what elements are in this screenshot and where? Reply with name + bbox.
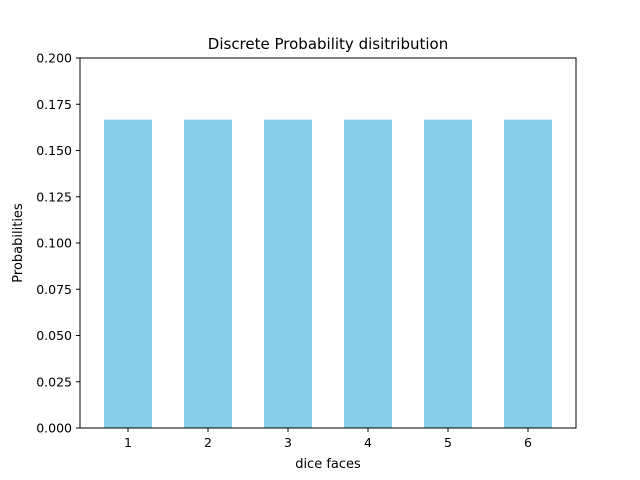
y-axis-ticks: 0.000 0.025 0.050 0.075 0.100 0.125 0.150 0.175… <box>36 51 80 436</box>
y-tick-label: 0.175 <box>36 97 72 112</box>
x-axis-ticks: 1 2 3 4 5 6 <box>124 428 532 450</box>
y-tick-label: 0.150 <box>36 143 72 158</box>
x-tick-label: 3 <box>284 435 292 450</box>
bar-2 <box>184 119 232 428</box>
y-tick-label: 0.100 <box>36 236 72 251</box>
chart-title: Discrete Probability disitribution <box>208 35 448 53</box>
x-tick-label: 6 <box>524 435 532 450</box>
bar-3 <box>264 119 312 428</box>
y-tick-label: 0.075 <box>36 282 72 297</box>
x-axis-label: dice faces <box>295 457 361 472</box>
bar-5 <box>424 119 472 428</box>
y-tick-label: 0.000 <box>36 421 72 436</box>
bar-4 <box>344 119 392 428</box>
bar-6 <box>504 119 552 428</box>
x-tick-label: 4 <box>364 435 372 450</box>
x-tick-label: 2 <box>204 435 212 450</box>
x-tick-label: 1 <box>124 435 132 450</box>
x-tick-label: 5 <box>444 435 452 450</box>
y-tick-label: 0.025 <box>36 374 72 389</box>
bars-group <box>104 119 552 428</box>
bar-1 <box>104 119 152 428</box>
y-tick-label: 0.050 <box>36 328 72 343</box>
y-tick-label: 0.125 <box>36 189 72 204</box>
y-axis-label: Probabilities <box>11 203 26 283</box>
y-tick-label: 0.200 <box>36 51 72 66</box>
plot-frame <box>79 57 577 429</box>
